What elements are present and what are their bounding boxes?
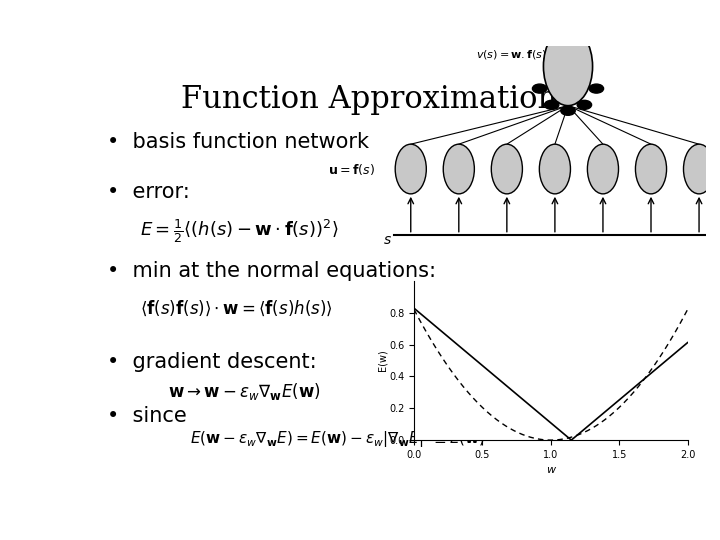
- Text: $E(\mathbf{w} - \epsilon_w \nabla_{\mathbf{w}} E) = E(\mathbf{w}) - \epsilon_w |: $E(\mathbf{w} - \epsilon_w \nabla_{\math…: [190, 428, 486, 450]
- Ellipse shape: [636, 144, 667, 194]
- Circle shape: [589, 84, 603, 93]
- Circle shape: [577, 100, 592, 109]
- Y-axis label: E(w): E(w): [377, 349, 387, 372]
- Ellipse shape: [683, 144, 715, 194]
- Text: •  gradient descent:: • gradient descent:: [107, 352, 316, 372]
- Ellipse shape: [491, 144, 523, 194]
- Circle shape: [544, 100, 559, 109]
- Ellipse shape: [544, 27, 593, 106]
- Text: $E = \frac{1}{2}\langle(h(s) - \mathbf{w}\cdot\mathbf{f}(s))^2\rangle$: $E = \frac{1}{2}\langle(h(s) - \mathbf{w…: [140, 217, 338, 245]
- Ellipse shape: [539, 144, 570, 194]
- X-axis label: w: w: [546, 465, 555, 475]
- Circle shape: [561, 106, 575, 116]
- Text: $s$: $s$: [383, 233, 392, 247]
- Circle shape: [532, 84, 547, 93]
- Text: •  basis function network: • basis function network: [107, 132, 369, 152]
- Text: $v(s)=\mathbf{w}.\mathbf{f}(s)\sim h(s)$: $v(s)=\mathbf{w}.\mathbf{f}(s)\sim h(s)$: [477, 48, 582, 61]
- Ellipse shape: [444, 144, 474, 194]
- Text: Function Approximation: Function Approximation: [181, 84, 557, 114]
- Text: •  min at the normal equations:: • min at the normal equations:: [107, 261, 436, 281]
- Text: •  since: • since: [107, 406, 186, 426]
- Ellipse shape: [588, 144, 618, 194]
- Text: •  error:: • error:: [107, 181, 189, 201]
- Text: $\mathbf{u}=\mathbf{f}(s)$: $\mathbf{u}=\mathbf{f}(s)$: [328, 161, 374, 177]
- Text: $\mathbf{w} \rightarrow \mathbf{w} - \epsilon_w \nabla_{\mathbf{w}} E(\mathbf{w}: $\mathbf{w} \rightarrow \mathbf{w} - \ep…: [168, 381, 320, 402]
- Text: $\langle\mathbf{f}(s)\mathbf{f}(s)\rangle \cdot \mathbf{w} = \langle\mathbf{f}(s: $\langle\mathbf{f}(s)\mathbf{f}(s)\rangl…: [140, 299, 333, 318]
- Ellipse shape: [395, 144, 426, 194]
